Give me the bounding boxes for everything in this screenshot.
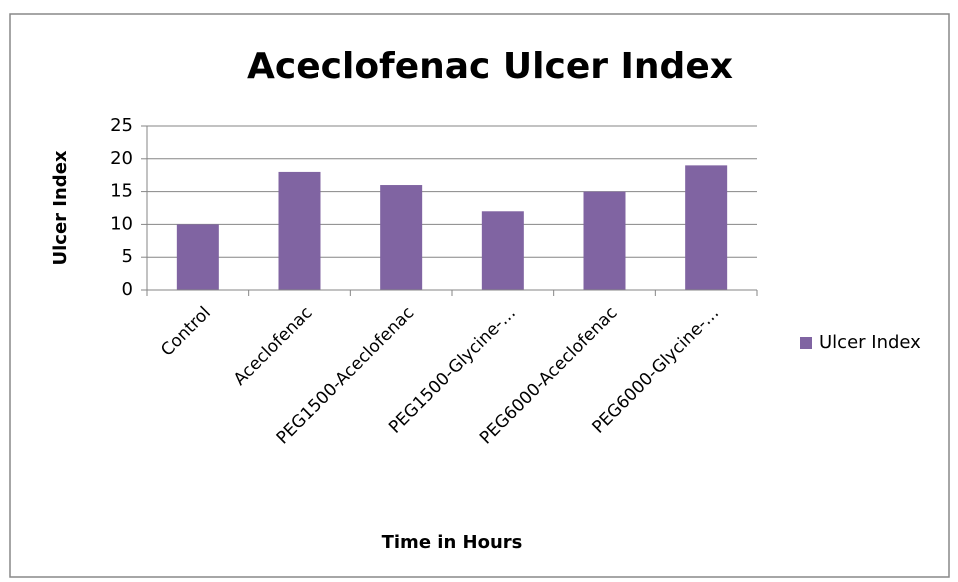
bar xyxy=(583,191,626,290)
bar xyxy=(481,211,524,290)
bar xyxy=(685,165,728,290)
legend-swatch xyxy=(800,337,812,349)
y-tick-label: 25 xyxy=(110,115,133,136)
y-tick-label: 0 xyxy=(122,279,133,300)
bar xyxy=(176,224,219,290)
bar xyxy=(380,185,423,290)
y-tick-label: 20 xyxy=(110,148,133,169)
y-axis-label: Ulcer Index xyxy=(50,150,71,265)
x-axis-label: Time in Hours xyxy=(382,532,523,553)
chart-border xyxy=(9,13,950,578)
y-tick-label: 15 xyxy=(110,181,133,202)
y-tick-label: 10 xyxy=(110,213,133,234)
bar xyxy=(278,171,321,290)
chart-title: Aceclofenac Ulcer Index xyxy=(247,46,733,87)
legend-label: Ulcer Index xyxy=(819,332,921,353)
y-tick-label: 5 xyxy=(122,246,133,267)
